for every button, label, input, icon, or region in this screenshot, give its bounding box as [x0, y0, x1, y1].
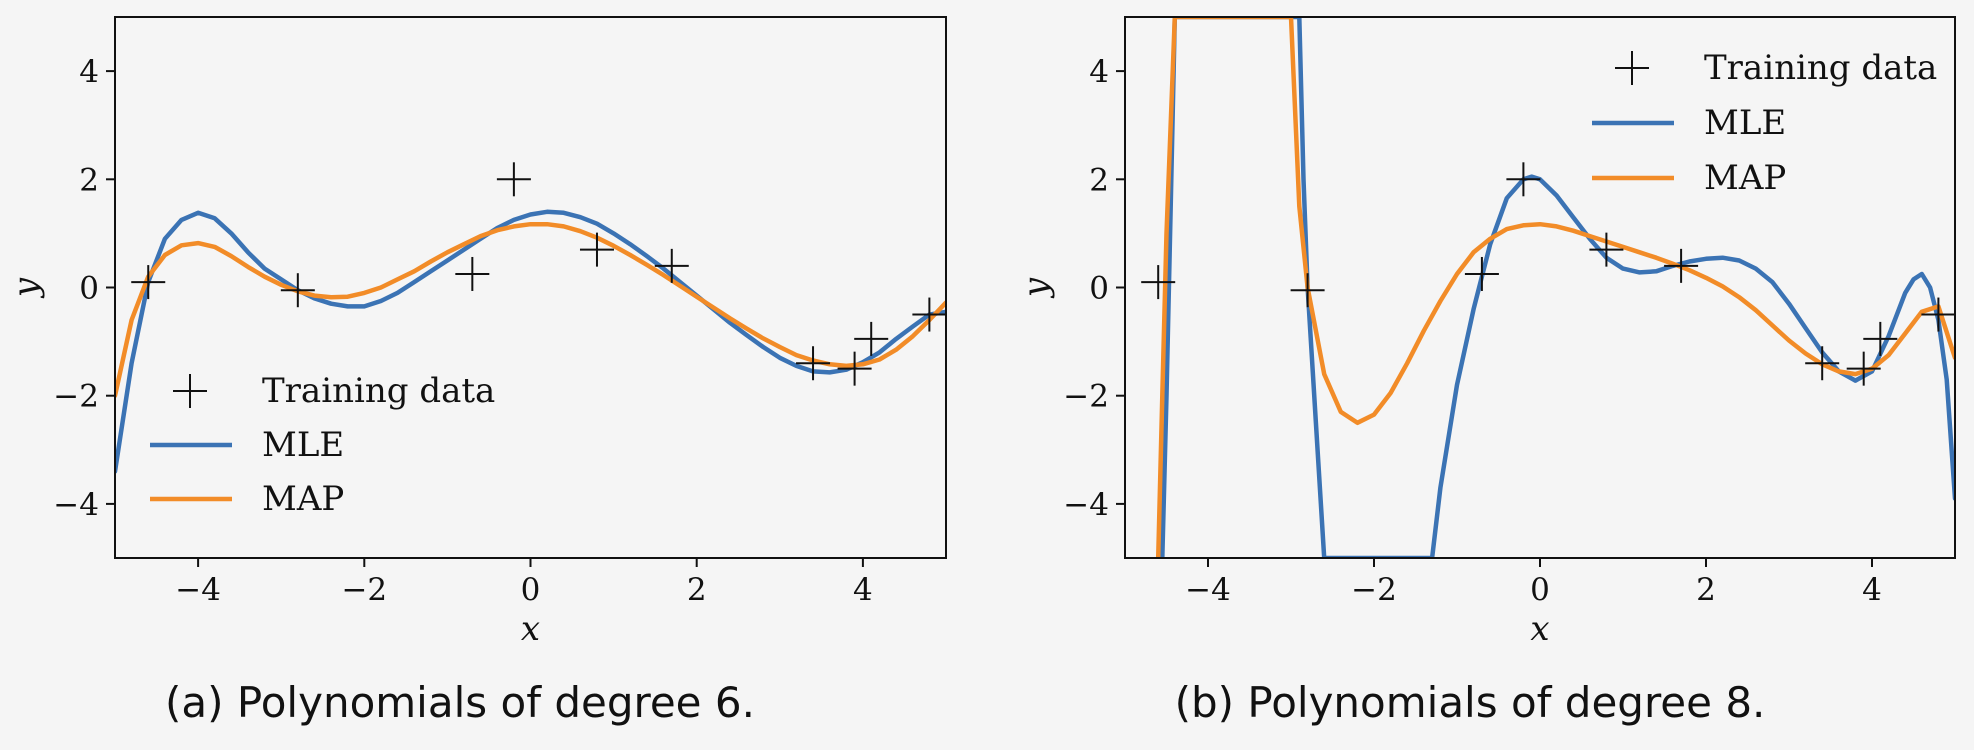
training-point [1921, 297, 1955, 332]
legend-label: Training data [1704, 48, 1937, 88]
y-axis-label: y [6, 277, 46, 299]
training-point [1664, 248, 1699, 283]
y-tick-label: −2 [1063, 379, 1109, 415]
x-tick-label: 4 [853, 572, 873, 608]
x-tick-label: 2 [687, 572, 707, 608]
x-tick-label: −4 [1185, 572, 1231, 608]
training-point [837, 351, 872, 386]
axes-frame [114, 16, 947, 559]
training-point [796, 346, 831, 381]
training-point [1464, 256, 1499, 291]
training-point [1141, 265, 1176, 300]
training-point [1506, 162, 1541, 197]
series-line-map [115, 221, 946, 398]
chart-panel-1: −4 −2 0 2 4 −4 −2 0 2 4 x y Training data MLE MAP [6, 16, 947, 649]
y-tick-label: 2 [1089, 162, 1109, 198]
x-tick-label: 0 [521, 572, 541, 608]
y-axis-label: y [1016, 277, 1056, 299]
training-point [654, 248, 689, 283]
y-tick-label: 0 [79, 271, 99, 307]
y-tick-label: −4 [53, 487, 99, 523]
legend-label: Training data [262, 371, 495, 411]
legend-label: MAP [1704, 158, 1786, 198]
x-tick-label: 2 [1696, 572, 1716, 608]
training-point [1290, 273, 1325, 308]
x-tick-label: 4 [1862, 572, 1882, 608]
training-point [496, 162, 531, 197]
legend-label: MLE [1704, 103, 1786, 143]
y-tick-label: 0 [1089, 271, 1109, 307]
training-point [1846, 351, 1881, 386]
y-tick-label: 4 [79, 54, 99, 90]
training-point [1589, 232, 1624, 267]
x-tick-label: −4 [175, 572, 221, 608]
y-tick-label: −4 [1063, 487, 1109, 523]
y-tick-label: 2 [79, 162, 99, 198]
x-tick-label: 0 [1530, 572, 1550, 608]
training-point [1805, 346, 1840, 381]
series-line-map [1155, 17, 1955, 558]
training-point [131, 265, 166, 300]
x-axis-label: x [1530, 609, 1549, 649]
training-point [579, 232, 614, 267]
caption-a: (a) Polynomials of degree 6. [165, 678, 755, 727]
series-line-mle [115, 209, 946, 474]
legend: Training data MLE MAP [150, 371, 495, 519]
training-point [854, 321, 889, 356]
y-tick-label: 4 [1089, 54, 1109, 90]
legend-label: MLE [262, 425, 344, 465]
legend: Training data MLE MAP [1592, 48, 1937, 198]
training-point [1863, 321, 1898, 356]
training-point [280, 273, 315, 308]
x-tick-label: −2 [1351, 572, 1397, 608]
training-point [912, 297, 946, 332]
caption-b: (b) Polynomials of degree 8. [1174, 678, 1766, 727]
y-tick-label: −2 [53, 379, 99, 415]
series-line-mle [1160, 17, 1955, 558]
plot-area [115, 162, 946, 474]
x-axis-label: x [521, 609, 540, 649]
chart-panel-2: −4 −2 0 2 4 −4 −2 0 2 4 x y Training data MLE MAP [1016, 16, 1956, 649]
x-tick-label: −2 [341, 572, 387, 608]
axes-frame [1124, 16, 1956, 559]
legend-label: MAP [262, 479, 344, 519]
training-point [455, 256, 490, 291]
plot-area [1141, 17, 1955, 558]
